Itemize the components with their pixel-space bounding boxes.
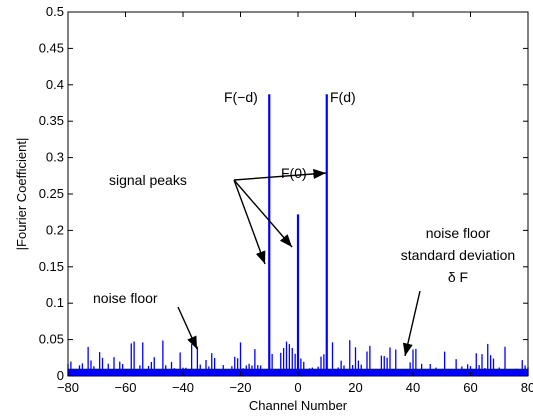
x-tick-label: −20 [229, 380, 251, 395]
annotation-arrow [233, 168, 327, 181]
x-tick-label: −60 [114, 380, 136, 395]
annotation-noise-floor: noise floor [93, 290, 158, 306]
x-tick-label: −80 [57, 380, 79, 395]
annotation-signal-peaks: signal peaks [109, 172, 187, 188]
annotation-arrows [177, 168, 421, 357]
y-tick-label: 0.05 [39, 332, 64, 347]
y-tick-label: 0.35 [39, 113, 64, 128]
annotation-arrow [233, 179, 293, 248]
y-tick-label: 0.4 [46, 77, 64, 92]
peak-label-f-d: F(d) [330, 89, 356, 105]
x-tick-label: 20 [348, 380, 362, 395]
y-axis-title: |Fourier Coefficient| [14, 138, 29, 251]
annotation-arrow [177, 306, 198, 350]
x-axis-title: Channel Number [249, 398, 348, 413]
y-tick-label: 0.15 [39, 259, 64, 274]
peak-bars [268, 94, 328, 376]
annotation-std-line-3: δ F [448, 269, 468, 285]
x-tick-label: 60 [463, 380, 477, 395]
x-tick-label: 80 [521, 380, 533, 395]
annotation-arrow [402, 290, 421, 357]
y-tick-label: 0 [57, 368, 64, 383]
y-tick-label: 0.2 [46, 222, 64, 237]
peak-label-f-minus-d: F(−d) [224, 89, 258, 105]
annotation-std-line-2: standard deviation [401, 247, 515, 263]
axis-ticks [67, 11, 529, 377]
annotation-arrow [233, 179, 266, 265]
peak-label-f-zero: F(0) [281, 165, 307, 181]
y-tick-label: 0.25 [39, 186, 64, 201]
y-tick-label: 0.45 [39, 40, 64, 55]
x-tick-label: 40 [406, 380, 420, 395]
y-tick-label: 0.5 [46, 4, 64, 19]
y-tick-label: 0.1 [46, 295, 64, 310]
y-tick-label: 0.3 [46, 150, 64, 165]
x-tick-label: −40 [172, 380, 194, 395]
annotation-std-line-1: noise floor [426, 225, 491, 241]
x-tick-label: 0 [294, 380, 301, 395]
tick-labels: −80 −60 −40 −20 0 20 40 60 80 0 0.05 0.1 0.15 0.2 0.25… [39, 4, 533, 395]
